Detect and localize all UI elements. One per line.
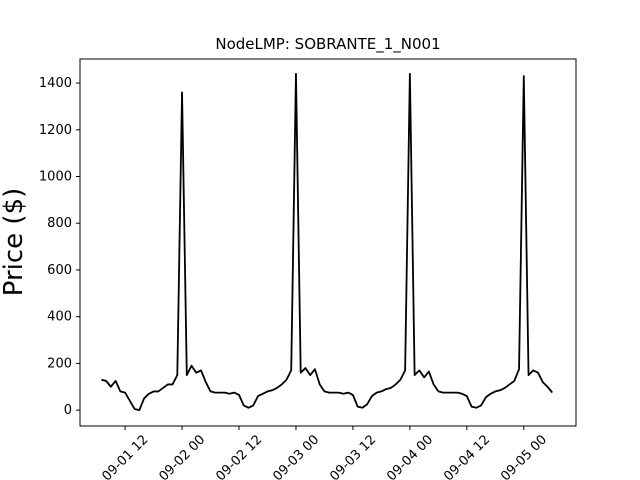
x-tick-label: 09-02 00	[156, 432, 208, 480]
x-tick-label: 09-04 00	[384, 432, 436, 480]
x-tick-label: 09-05 00	[498, 432, 550, 480]
x-tick-label: 09-04 12	[441, 432, 493, 480]
y-axis-label: Price ($)	[0, 188, 29, 297]
x-tick-label: 09-03 00	[270, 432, 322, 480]
y-tick-label: 0	[64, 403, 72, 418]
y-tick-label: 1400	[39, 76, 72, 91]
chart-title: NodeLMP: SOBRANTE_1_N001	[215, 35, 440, 54]
x-tick-label: 09-02 12	[213, 432, 265, 480]
axes-frame	[79, 58, 577, 427]
x-tick-label: 09-03 12	[327, 432, 379, 480]
y-tick-label: 800	[47, 216, 72, 231]
y-tick-label: 400	[47, 310, 72, 325]
line-series	[101, 72, 553, 412]
y-tick-label: 1200	[39, 123, 72, 138]
y-tick-label: 200	[47, 356, 72, 371]
y-tick-label: 600	[47, 263, 72, 278]
x-tick-label: 09-01 12	[99, 432, 151, 480]
y-tick-label: 1000	[39, 170, 72, 185]
